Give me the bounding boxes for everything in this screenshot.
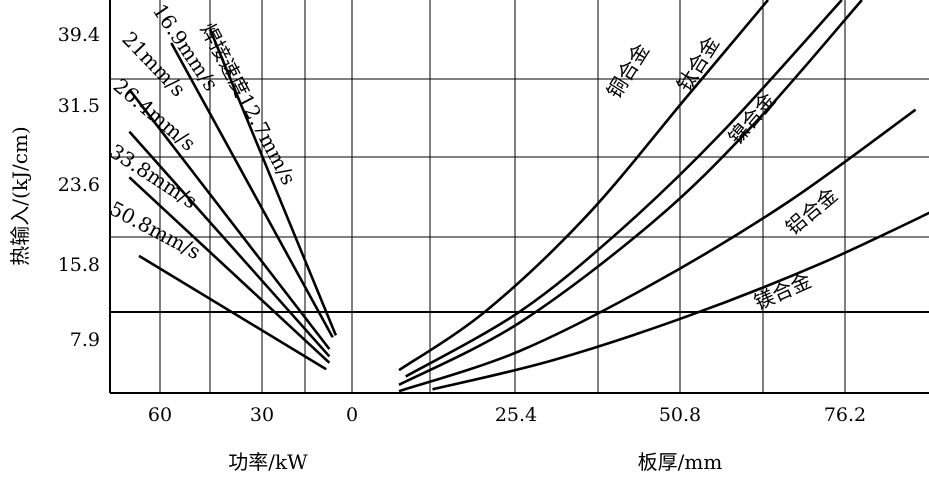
speed-line xyxy=(128,88,331,350)
x-tick-label-right: 25.4 xyxy=(495,404,537,426)
speed-line xyxy=(128,176,331,364)
x-tick-label-right: 50.8 xyxy=(659,404,701,426)
x-tick-label-left: 30 xyxy=(250,404,274,426)
axis-titles: 功率/kW 板厚/mm 热输入/(kJ/cm) xyxy=(8,126,722,474)
speed-line xyxy=(138,254,327,371)
plot-frame xyxy=(109,0,929,394)
x-axis-title-left: 功率/kW xyxy=(228,450,308,474)
speed-line xyxy=(208,28,338,336)
y-tick-label: 31.5 xyxy=(58,95,100,117)
x-tick-label-right: 76.2 xyxy=(824,404,866,426)
alloy-curve-label: 铝合金 xyxy=(781,183,842,240)
y-tick-label: 23.6 xyxy=(58,174,100,196)
y-tick-label: 15.8 xyxy=(58,254,100,276)
speed-line-label: 焊接速度12.7mm/s xyxy=(196,19,301,189)
alloy-curve-label: 镍合金 xyxy=(723,88,780,149)
speed-line xyxy=(170,42,334,338)
y-tick-label: 39.4 xyxy=(58,24,100,46)
x-axis-title-right: 板厚/mm xyxy=(638,450,723,474)
alloy-curve-label: 镁合金 xyxy=(750,268,815,314)
tick-labels: 39.4 31.5 23.6 15.8 7.9 60 30 0 25.4 50.8 76.2 xyxy=(58,24,866,426)
alloy-curve xyxy=(405,0,843,378)
alloy-curve xyxy=(398,0,769,372)
x-tick-label-left: 60 xyxy=(148,404,172,426)
data-curves xyxy=(128,0,929,393)
alloy-curve xyxy=(398,0,863,386)
alloy-curve xyxy=(432,211,929,391)
alloy-curve xyxy=(398,108,917,393)
y-axis-title: 热输入/(kJ/cm) xyxy=(8,126,32,265)
alloy-curve-label: 铜合金 xyxy=(602,39,654,103)
y-tick-label: 7.9 xyxy=(70,329,100,351)
speed-line xyxy=(128,130,331,358)
x-tick-label-left: 0 xyxy=(346,404,358,426)
